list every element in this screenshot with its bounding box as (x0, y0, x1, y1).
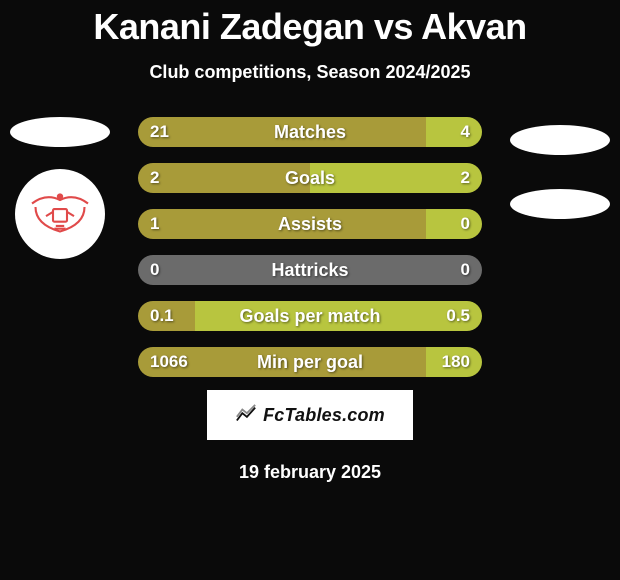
stat-bar: 214Matches (138, 117, 482, 147)
stat-bar: 00Hattricks (138, 255, 482, 285)
right-club-badge-2 (510, 189, 610, 219)
stat-bar: 1066180Min per goal (138, 347, 482, 377)
date-text: 19 february 2025 (0, 462, 620, 483)
footer: FcTables.com 19 february 2025 (0, 390, 620, 483)
comparison-widget: Kanani Zadegan vs Akvan Club competition… (0, 0, 620, 580)
page-subtitle: Club competitions, Season 2024/2025 (0, 62, 620, 83)
left-club-badge-2 (15, 169, 105, 259)
chart-icon (235, 404, 257, 426)
brand-chip[interactable]: FcTables.com (207, 390, 413, 440)
stat-bar: 0.10.5Goals per match (138, 301, 482, 331)
stat-bar: 22Goals (138, 163, 482, 193)
stat-label: Matches (138, 117, 482, 147)
trophy-crest-icon (25, 189, 95, 239)
stat-label: Assists (138, 209, 482, 239)
stat-label: Goals (138, 163, 482, 193)
stat-label: Hattricks (138, 255, 482, 285)
left-club-badge-1 (10, 117, 110, 147)
stat-label: Min per goal (138, 347, 482, 377)
left-badges (10, 117, 110, 259)
stat-bar: 10Assists (138, 209, 482, 239)
stat-bars: 214Matches 22Goals 10Assists 00Hattricks 0.1… (138, 117, 482, 377)
right-club-badge-1 (510, 125, 610, 155)
stat-label: Goals per match (138, 301, 482, 331)
right-badges (510, 117, 610, 219)
page-title: Kanani Zadegan vs Akvan (0, 0, 620, 48)
brand-text: FcTables.com (263, 405, 385, 426)
